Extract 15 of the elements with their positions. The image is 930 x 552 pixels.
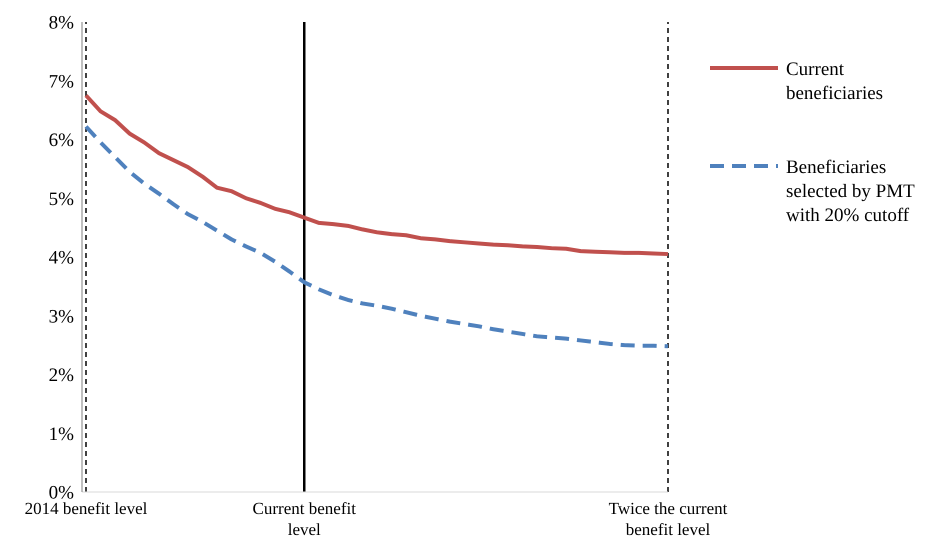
y-tick-label: 7% [48,71,74,92]
legend-label: Beneficiaries selected by PMT with 20% cutoff [786,156,916,228]
y-tick-label: 6% [48,130,74,152]
y-tick-label: 1% [48,424,74,445]
x-tick-label: 2014 benefit level [24,499,148,518]
y-tick-label: 2% [48,365,74,386]
legend-label: Current beneficiaries [786,58,884,106]
y-tick-label: 3% [48,306,74,328]
x-tick-label: Current benefit level [252,499,356,539]
y-tick-label: 5% [48,188,74,210]
y-tick-label: 8% [48,12,74,34]
line-series [84,93,670,256]
x-tick-label: Twice the current benefit level [608,499,728,539]
line-series [84,124,670,348]
y-tick-label: 4% [48,248,74,269]
